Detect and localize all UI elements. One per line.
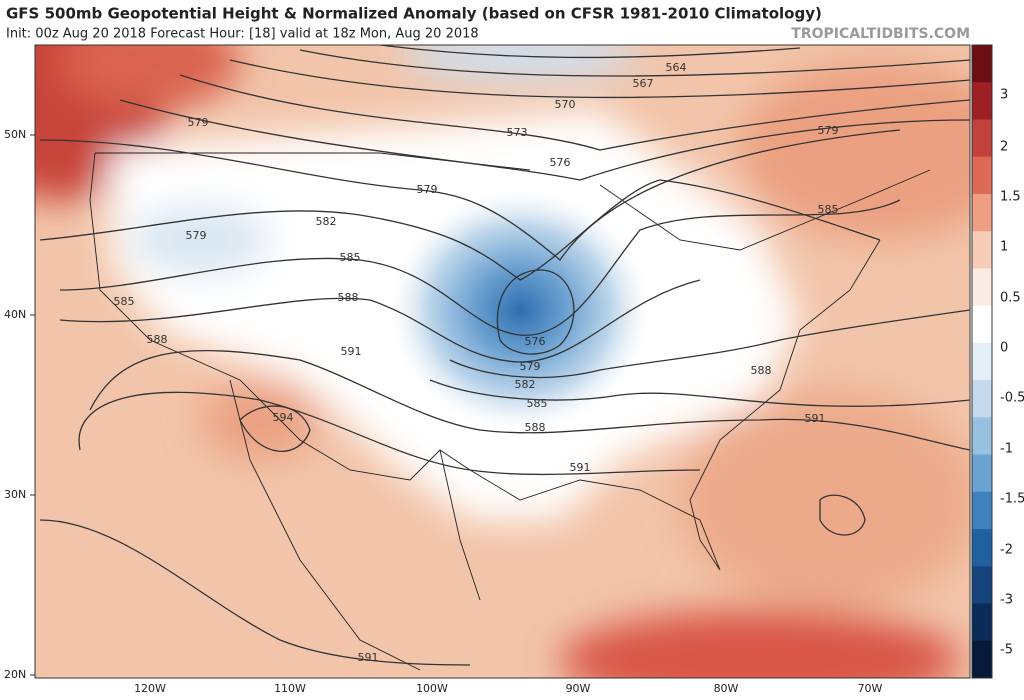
- contours: [39, 45, 970, 666]
- contour-label: 579: [520, 360, 541, 373]
- contour-label: 585: [818, 203, 839, 216]
- colorbar-label: -1: [1000, 442, 1013, 457]
- contour-label: 579: [188, 116, 209, 129]
- lon-label: 90W: [566, 682, 591, 695]
- contour-label: 594: [273, 411, 294, 424]
- colorbar-swatch: [972, 156, 992, 195]
- contour-label: 591: [570, 461, 591, 474]
- title: GFS 500mb Geopotential Height & Normaliz…: [6, 5, 822, 23]
- contour-label: 582: [316, 215, 337, 228]
- colorbar-label: 0: [1000, 341, 1008, 356]
- colorbar-swatch: [972, 491, 992, 530]
- contour-label: 591: [358, 651, 379, 664]
- contour-label: 564: [666, 61, 687, 74]
- contour-label: 588: [525, 421, 546, 434]
- lon-label: 120W: [134, 682, 166, 695]
- colorbar-swatch: [972, 45, 992, 83]
- contour-label: 567: [633, 77, 654, 90]
- colorbar-label: 1.5: [1000, 190, 1021, 205]
- colorbar-swatch: [972, 454, 992, 493]
- colorbar-swatch: [972, 193, 992, 232]
- colorbar-label: -3: [1000, 593, 1013, 608]
- colorbar-label: -2: [1000, 543, 1013, 558]
- colorbar-label: -5: [1000, 643, 1013, 658]
- colorbar: 3 2 1.5 1 0.5 0 -0.5 -1 -1.5 -2 -3 -5: [971, 44, 1024, 679]
- contour-label: 591: [341, 345, 362, 358]
- site-name: TROPICALTIDBITS.COM: [791, 26, 970, 42]
- contour-label: 591: [805, 412, 826, 425]
- contour-label: 573: [507, 126, 528, 139]
- contour-label: 576: [550, 156, 571, 169]
- colorbar-label: 0.5: [1000, 291, 1021, 306]
- colorbar-swatch: [972, 529, 992, 567]
- lon-label: 70W: [858, 682, 883, 695]
- contour-label: 585: [527, 397, 548, 410]
- colorbar-swatch: [972, 231, 992, 269]
- colorbar-swatch: [972, 603, 992, 642]
- map-frame: [34, 44, 971, 679]
- colorbar-swatch: [972, 342, 992, 381]
- contour-label: 579: [186, 229, 207, 242]
- contour-label: 576: [525, 335, 546, 348]
- lon-label: 80W: [714, 682, 739, 695]
- lat-label: 50N: [4, 128, 26, 141]
- colorbar-label: 3: [1000, 88, 1008, 103]
- lon-label: 100W: [416, 682, 448, 695]
- contour-label: 579: [818, 124, 839, 137]
- lon-label: 110W: [274, 682, 306, 695]
- lat-label: 20N: [4, 668, 26, 681]
- colorbar-swatch: [972, 82, 992, 120]
- colorbar-frame: [971, 44, 993, 679]
- contour-label: 585: [114, 295, 135, 308]
- contour-label: 588: [338, 291, 359, 304]
- colorbar-swatch: [972, 119, 992, 158]
- colorbar-swatch: [972, 640, 992, 679]
- contour-label: 582: [515, 378, 536, 391]
- colorbar-swatch: [972, 380, 992, 418]
- colorbar-swatch: [972, 566, 992, 605]
- colorbar-swatch: [972, 417, 992, 456]
- contour-label: 585: [340, 251, 361, 264]
- lat-label: 40N: [4, 308, 26, 321]
- colorbar-label: -0.5: [1000, 391, 1024, 406]
- colorbar-swatch: [972, 268, 992, 307]
- colorbar-label: 2: [1000, 140, 1008, 155]
- contour-label: 570: [555, 98, 576, 111]
- lat-label: 30N: [4, 488, 26, 501]
- contour-label: 588: [147, 333, 168, 346]
- contour-label: 579: [417, 183, 438, 196]
- colorbar-swatch: [972, 305, 992, 344]
- colorbar-label: -1.5: [1000, 492, 1024, 507]
- subtitle: Init: 00z Aug 20 2018 Forecast Hour: [18…: [6, 27, 479, 42]
- colorbar-label: 1: [1000, 240, 1008, 255]
- contour-label: 588: [751, 364, 772, 377]
